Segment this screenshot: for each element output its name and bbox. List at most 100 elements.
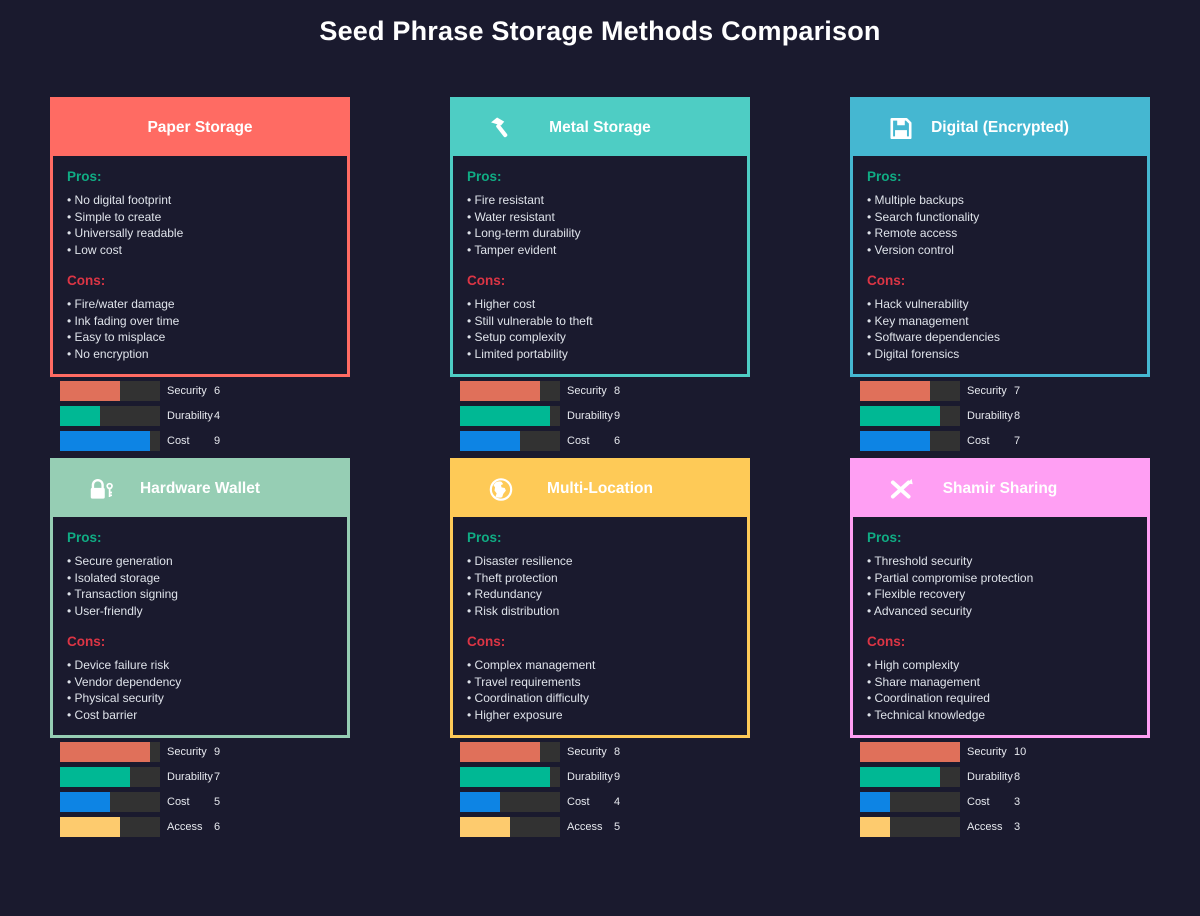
metric-bar-track: [460, 406, 560, 426]
metrics: Security 9 Durability 7 Cost 5 Access 6: [50, 742, 350, 837]
card-body: Pros: Disaster resilienceTheft protectio…: [453, 517, 747, 735]
metrics: Security 6 Durability 4 Cost 9: [50, 381, 350, 451]
floppy-disk-icon: [886, 115, 916, 142]
pro-item: Secure generation: [67, 553, 333, 570]
crossed-swords-icon: [886, 476, 916, 503]
metric-bar-track: [460, 742, 560, 762]
con-item: High complexity: [867, 657, 1133, 674]
con-item: Technical knowledge: [867, 707, 1133, 724]
metrics: Security 8 Durability 9 Cost 6: [450, 381, 750, 451]
metric-bar-fill: [460, 817, 510, 837]
card-body: Pros: No digital footprintSimple to crea…: [53, 156, 347, 374]
metric-row: Access 3: [850, 817, 1150, 837]
metric-value: 9: [614, 410, 621, 422]
metric-bar-fill: [460, 792, 500, 812]
metric-row: Security 9: [50, 742, 350, 762]
metric-label: Durability: [167, 771, 213, 783]
metric-label: Access: [967, 821, 1003, 833]
pro-item: Partial compromise protection: [867, 570, 1133, 587]
pro-item: Threshold security: [867, 553, 1133, 570]
metric-bar-track: [860, 742, 960, 762]
lock-key-icon: [86, 476, 116, 503]
cons-heading: Cons:: [867, 634, 906, 649]
pros-heading: Pros:: [467, 169, 502, 184]
metric-label: Durability: [167, 410, 213, 422]
cons-heading: Cons:: [467, 273, 506, 288]
metric-label: Access: [567, 821, 603, 833]
metric-row: Cost 7: [850, 431, 1150, 451]
storage-method-cell: Multi-Location Pros: Disaster resilience…: [450, 458, 750, 842]
metric-label: Security: [167, 746, 207, 758]
metric-bar-fill: [860, 767, 940, 787]
card-title: Digital (Encrypted): [931, 119, 1069, 136]
con-item: Device failure risk: [67, 657, 333, 674]
card-header: Digital (Encrypted): [853, 100, 1147, 156]
card-title: Hardware Wallet: [139, 480, 261, 497]
metric-row: Durability 4: [50, 406, 350, 426]
metric-row: Access 6: [50, 817, 350, 837]
metric-value: 3: [1014, 821, 1021, 833]
metric-bar-fill: [60, 431, 150, 451]
cons-list: Fire/water damageInk fading over timeEas…: [67, 296, 333, 362]
con-item: Ink fading over time: [67, 313, 333, 330]
con-item: Limited portability: [467, 346, 733, 363]
metric-bar-track: [460, 381, 560, 401]
metric-bar-fill: [60, 742, 150, 762]
metric-bar-track: [60, 742, 160, 762]
metric-value: 5: [614, 821, 621, 833]
storage-method-cell: Digital (Encrypted) Pros: Multiple backu…: [850, 97, 1150, 456]
metric-value: 4: [614, 796, 621, 808]
metric-row: Cost 6: [450, 431, 750, 451]
metric-bar-track: [860, 381, 960, 401]
card-header: Shamir Sharing: [853, 461, 1147, 517]
metric-bar-track: [60, 381, 160, 401]
pro-item: Universally readable: [67, 225, 333, 242]
cons-heading: Cons:: [67, 273, 106, 288]
metric-label: Cost: [167, 435, 190, 447]
metric-bar-fill: [60, 767, 130, 787]
metric-row: Security 7: [850, 381, 1150, 401]
con-item: Easy to misplace: [67, 329, 333, 346]
pro-item: Theft protection: [467, 570, 733, 587]
metric-bar-fill: [460, 767, 550, 787]
storage-method-cell: Paper Storage Pros: No digital footprint…: [50, 97, 350, 456]
metrics: Security 10 Durability 8 Cost 3 Access 3: [850, 742, 1150, 837]
con-item: Hack vulnerability: [867, 296, 1133, 313]
pros-heading: Pros:: [67, 530, 102, 545]
storage-method-card: Shamir Sharing Pros: Threshold securityP…: [850, 458, 1150, 738]
metric-value: 5: [214, 796, 221, 808]
con-item: Higher cost: [467, 296, 733, 313]
metric-label: Cost: [967, 796, 990, 808]
metric-label: Durability: [967, 410, 1013, 422]
metric-label: Durability: [567, 410, 613, 422]
pro-item: Advanced security: [867, 603, 1133, 620]
pros-heading: Pros:: [467, 530, 502, 545]
globe-icon: [486, 476, 516, 503]
metric-row: Cost 9: [50, 431, 350, 451]
con-item: Share management: [867, 674, 1133, 691]
metric-value: 6: [214, 821, 221, 833]
con-item: Software dependencies: [867, 329, 1133, 346]
pros-list: Secure generationIsolated storageTransac…: [67, 553, 333, 619]
metrics: Security 7 Durability 8 Cost 7: [850, 381, 1150, 451]
metric-label: Security: [567, 746, 607, 758]
pro-item: Tamper evident: [467, 242, 733, 259]
metric-row: Cost 4: [450, 792, 750, 812]
metric-bar-track: [60, 406, 160, 426]
con-item: Vendor dependency: [67, 674, 333, 691]
cons-heading: Cons:: [867, 273, 906, 288]
metric-bar-fill: [460, 406, 550, 426]
pros-heading: Pros:: [867, 530, 902, 545]
metric-row: Durability 9: [450, 767, 750, 787]
pro-item: Remote access: [867, 225, 1133, 242]
pros-list: Fire resistantWater resistantLong-term d…: [467, 192, 733, 258]
metric-bar-fill: [60, 406, 100, 426]
card-body: Pros: Multiple backupsSearch functionali…: [853, 156, 1147, 374]
metric-value: 7: [1014, 435, 1021, 447]
pro-item: No digital footprint: [67, 192, 333, 209]
pro-item: Multiple backups: [867, 192, 1133, 209]
metric-bar-track: [860, 431, 960, 451]
metric-bar-fill: [860, 431, 930, 451]
con-item: Coordination required: [867, 690, 1133, 707]
metric-label: Cost: [567, 435, 590, 447]
